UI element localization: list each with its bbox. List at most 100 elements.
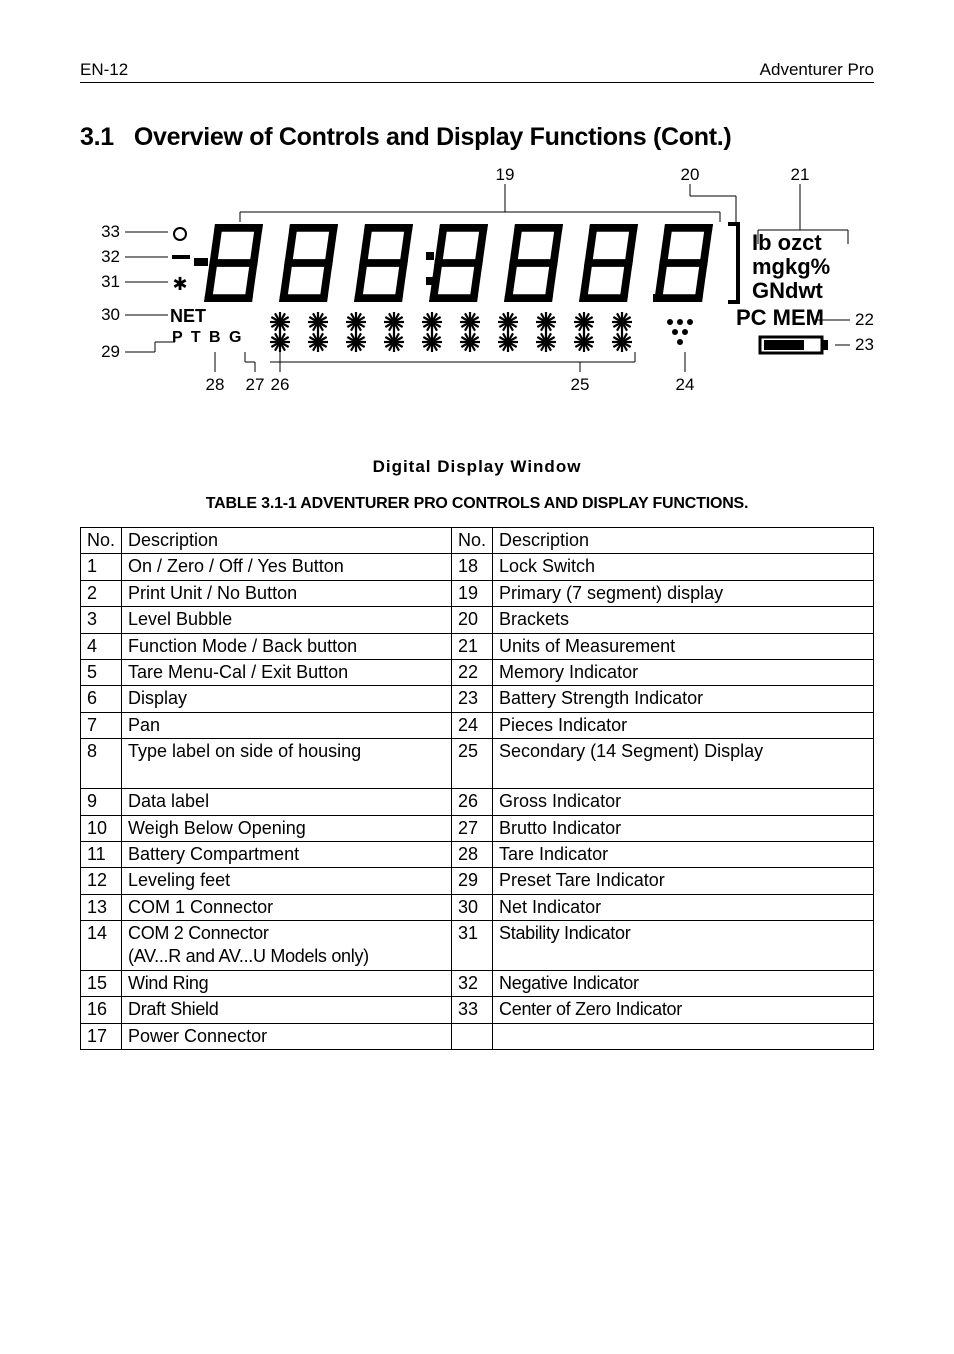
table-row: 8Type label on side of housing25Secondar…: [81, 739, 874, 789]
cell-desc: Center of Zero Indicator: [493, 997, 874, 1023]
table-row: 3Level Bubble20Brackets: [81, 607, 874, 633]
section-heading: Overview of Controls and Display Functio…: [134, 123, 732, 151]
callout-24: 24: [676, 375, 695, 394]
cell-desc: Primary (7 segment) display: [493, 580, 874, 606]
callout-25: 25: [571, 375, 590, 394]
battery-icon: [760, 337, 828, 353]
page-header: EN-12 Adventurer Pro: [80, 60, 874, 83]
cell-no: [452, 1023, 493, 1049]
cell-no: 2: [81, 580, 122, 606]
table-row: 16Draft Shield33Center of Zero Indicator: [81, 997, 874, 1023]
callout-23: 23: [855, 335, 874, 354]
callout-29: 29: [101, 342, 120, 361]
cell-desc: Units of Measurement: [493, 633, 874, 659]
cell-no: 25: [452, 739, 493, 789]
ptbg-label: P T B G: [172, 329, 244, 346]
table-row: 2Print Unit / No Button19Primary (7 segm…: [81, 580, 874, 606]
display-svg: 19 20 21 33 32: [80, 162, 880, 442]
cell-no: 6: [81, 686, 122, 712]
cell-desc: Lock Switch: [493, 554, 874, 580]
cell-desc: Function Mode / Back button: [122, 633, 452, 659]
cell-desc: Pan: [122, 712, 452, 738]
cell-no: 10: [81, 815, 122, 841]
callout-31: 31: [101, 272, 120, 291]
cell-no: 9: [81, 789, 122, 815]
th-no-right: No.: [452, 528, 493, 554]
table-row: 13COM 1 Connector30Net Indicator: [81, 894, 874, 920]
cell-no: 13: [81, 894, 122, 920]
table-row: 12Leveling feet29Preset Tare Indicator: [81, 868, 874, 894]
display-diagram: 19 20 21 33 32: [80, 162, 874, 447]
callout-28: 28: [206, 375, 225, 394]
cell-no: 33: [452, 997, 493, 1023]
table-row: 1On / Zero / Off / Yes Button18Lock Swit…: [81, 554, 874, 580]
units-line4: PC MEM: [736, 305, 824, 330]
table-row: 4Function Mode / Back button21Units of M…: [81, 633, 874, 659]
callout-19: 19: [496, 165, 515, 184]
cell-desc: Battery Compartment: [122, 841, 452, 867]
cell-no: 26: [452, 789, 493, 815]
controls-table: No. Description No. Description 1On / Ze…: [80, 527, 874, 1050]
cell-desc: Draft Shield: [122, 997, 452, 1023]
svg-text:✱: ✱: [172, 274, 187, 294]
cell-no: 20: [452, 607, 493, 633]
cell-desc: Wind Ring: [122, 970, 452, 996]
cell-no: 16: [81, 997, 122, 1023]
pieces-icon: [667, 319, 693, 345]
cell-no: 23: [452, 686, 493, 712]
cell-desc: Brutto Indicator: [493, 815, 874, 841]
cell-desc: Stability Indicator: [493, 921, 874, 971]
table-row: 17Power Connector: [81, 1023, 874, 1049]
cell-no: 21: [452, 633, 493, 659]
table-row: 14COM 2 Connector(AV...R and AV...U Mode…: [81, 921, 874, 971]
cell-no: 31: [452, 921, 493, 971]
table-row: 5Tare Menu-Cal / Exit Button22Memory Ind…: [81, 659, 874, 685]
table-row: 9Data label26Gross Indicator: [81, 789, 874, 815]
cell-no: 28: [452, 841, 493, 867]
units-line2: mgkg%: [752, 254, 830, 279]
cell-desc: Weigh Below Opening: [122, 815, 452, 841]
cell-no: 7: [81, 712, 122, 738]
cell-no: 17: [81, 1023, 122, 1049]
cell-no: 22: [452, 659, 493, 685]
cell-desc: Print Unit / No Button: [122, 580, 452, 606]
table-row: 15Wind Ring32Negative Indicator: [81, 970, 874, 996]
callout-30: 30: [101, 305, 120, 324]
cell-desc: Display: [122, 686, 452, 712]
cell-desc: Preset Tare Indicator: [493, 868, 874, 894]
cell-desc: Battery Strength Indicator: [493, 686, 874, 712]
cell-desc: Pieces Indicator: [493, 712, 874, 738]
cell-no: 4: [81, 633, 122, 659]
callout-21: 21: [791, 165, 810, 184]
diagram-caption: Digital Display Window: [80, 457, 874, 477]
cell-no: 32: [452, 970, 493, 996]
display-body: ✱ Ib ozct mgkg% GNdwt PC MEM: [170, 224, 830, 353]
cell-desc: [493, 1023, 874, 1049]
cell-desc: On / Zero / Off / Yes Button: [122, 554, 452, 580]
cell-no: 5: [81, 659, 122, 685]
units-line3: GNdwt: [752, 278, 824, 303]
cell-no: 24: [452, 712, 493, 738]
units-line1: Ib ozct: [752, 230, 822, 255]
th-desc-right: Description: [493, 528, 874, 554]
table-row: 7Pan24Pieces Indicator: [81, 712, 874, 738]
cell-desc: Type label on side of housing: [122, 739, 452, 789]
cell-no: 29: [452, 868, 493, 894]
cell-desc: Net Indicator: [493, 894, 874, 920]
cell-no: 1: [81, 554, 122, 580]
cell-desc: Level Bubble: [122, 607, 452, 633]
table-row: 11Battery Compartment28Tare Indicator: [81, 841, 874, 867]
th-no-left: No.: [81, 528, 122, 554]
cell-no: 30: [452, 894, 493, 920]
callout-32: 32: [101, 247, 120, 266]
cell-no: 15: [81, 970, 122, 996]
cell-desc: Power Connector: [122, 1023, 452, 1049]
cell-no: 27: [452, 815, 493, 841]
callout-27: 27: [246, 375, 265, 394]
cell-desc: Gross Indicator: [493, 789, 874, 815]
cell-desc: Memory Indicator: [493, 659, 874, 685]
table-title: TABLE 3.1-1 ADVENTURER PRO CONTROLS AND …: [80, 495, 874, 513]
section-title: 3.1Overview of Controls and Display Func…: [80, 123, 874, 152]
callout-33: 33: [101, 222, 120, 241]
cell-desc: Tare Indicator: [493, 841, 874, 867]
